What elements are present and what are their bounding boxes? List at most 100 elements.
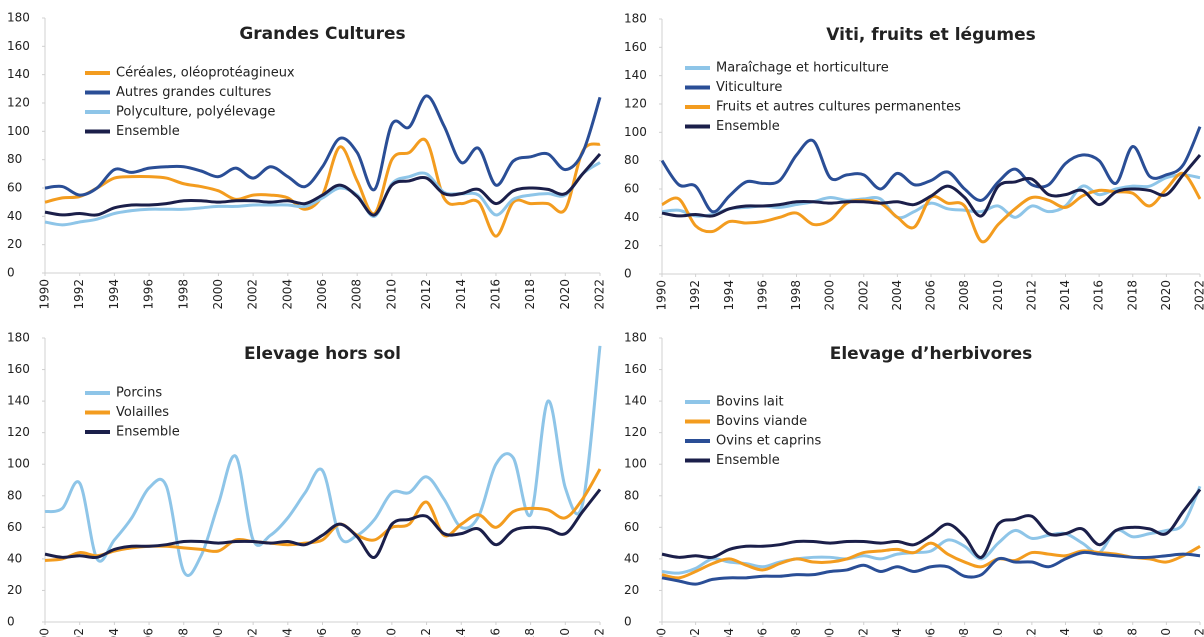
series-line [44, 137, 601, 238]
x-tick-label: 1994 [722, 280, 736, 311]
legend-label: Ensemble [716, 119, 780, 134]
x-tick-label: 1998 [176, 628, 190, 637]
x-tick-label: 2000 [211, 279, 225, 310]
y-tick-label: 120 [624, 425, 647, 439]
legend-label: Polyculture, polyélevage [116, 105, 275, 120]
x-tick-label: 2008 [350, 628, 364, 637]
y-tick-label: 120 [7, 96, 30, 110]
x-tick-label: 2018 [523, 628, 537, 637]
x-tick-label: 2022 [1193, 628, 1204, 637]
y-tick-label: 0 [7, 266, 15, 280]
x-tick-label: 2014 [1058, 628, 1072, 637]
x-tick-label: 2006 [315, 628, 329, 637]
legend-label: Ensemble [716, 453, 780, 468]
x-tick-label: 2018 [1125, 628, 1139, 637]
y-tick-label: 180 [624, 331, 647, 345]
panel: 0 20 40 60 80 100 120 140 160 180 1990 1992 1994 1996… [624, 331, 1204, 637]
series-line [661, 541, 1201, 580]
x-tick-label: 1992 [72, 628, 86, 637]
x-tick-label: 2000 [823, 280, 837, 311]
legend-label: Céréales, oléoprotéagineux [116, 66, 295, 81]
x-tick-label: 2000 [823, 628, 837, 637]
y-tick-label: 120 [624, 97, 647, 111]
y-tick-label: 100 [624, 457, 647, 471]
x-tick-label: 2006 [924, 280, 938, 311]
series-line [661, 488, 1202, 560]
x-tick-label: 2016 [488, 279, 502, 310]
y-tick-label: 100 [7, 124, 30, 138]
legend-label: Ovins et caprins [716, 434, 821, 449]
legend-label: Volailles [116, 405, 169, 420]
x-tick-label: 2008 [957, 280, 971, 311]
y-tick-label: 40 [7, 551, 22, 565]
y-tick-label: 60 [624, 520, 639, 534]
y-tick-label: 60 [624, 182, 639, 196]
y-tick-label: 80 [7, 488, 22, 502]
y-tick-label: 140 [624, 394, 647, 408]
chart-title: Viti, fruits et légumes [826, 25, 1035, 45]
x-tick-label: 1994 [107, 279, 121, 310]
x-tick-label: 2002 [856, 280, 870, 311]
x-tick-label: 2012 [419, 279, 433, 310]
legend-label: Bovins viande [716, 414, 807, 429]
x-tick-label: 2020 [558, 279, 572, 310]
y-tick-label: 60 [7, 181, 22, 195]
y-tick-label: 0 [624, 615, 632, 629]
x-tick-label: 2002 [246, 628, 260, 637]
x-tick-label: 1990 [655, 628, 669, 637]
x-tick-label: 2012 [1024, 628, 1038, 637]
x-tick-label: 2010 [991, 280, 1005, 311]
legend-label: Fruits et autres cultures permanentes [716, 100, 961, 115]
x-tick-label: 2004 [280, 279, 294, 310]
panel: 0 20 40 60 80 100 120 140 160 180 1990 1992 1994 1996… [7, 331, 607, 637]
y-tick-label: 80 [624, 153, 639, 167]
x-tick-label: 2002 [246, 279, 260, 310]
x-tick-label: 2014 [454, 279, 468, 310]
y-tick-label: 180 [7, 331, 30, 345]
y-tick-label: 40 [7, 209, 22, 223]
x-tick-label: 2008 [350, 279, 364, 310]
x-tick-label: 2020 [1159, 628, 1173, 637]
y-tick-label: 40 [624, 551, 639, 565]
x-tick-label: 2016 [1092, 280, 1106, 311]
x-tick-label: 1990 [38, 279, 52, 310]
y-tick-label: 160 [7, 362, 30, 376]
panel: 0 20 40 60 80 100 120 140 160 180 1990 1992 1994 1996… [7, 11, 607, 310]
x-tick-label: 2006 [315, 279, 329, 310]
x-tick-label: 2010 [384, 279, 398, 310]
y-tick-label: 180 [7, 11, 30, 25]
y-tick-label: 80 [7, 152, 22, 166]
y-tick-label: 20 [624, 238, 639, 252]
x-tick-label: 1992 [688, 628, 702, 637]
x-tick-label: 2004 [890, 628, 904, 637]
y-tick-label: 140 [7, 67, 30, 81]
x-tick-label: 2020 [558, 628, 572, 637]
x-tick-label: 2014 [454, 628, 468, 637]
x-tick-label: 2020 [1159, 280, 1173, 311]
x-tick-label: 1998 [789, 280, 803, 311]
x-tick-label: 1996 [142, 279, 156, 310]
y-tick-label: 140 [7, 394, 30, 408]
series-line [44, 345, 602, 578]
series-line [661, 154, 1202, 218]
y-tick-label: 160 [624, 40, 647, 54]
legend-label: Viticulture [716, 80, 782, 95]
x-tick-label: 1998 [176, 279, 190, 310]
x-tick-label: 1992 [72, 279, 86, 310]
x-tick-label: 2022 [593, 279, 607, 310]
x-tick-label: 2022 [1193, 280, 1204, 311]
panel: 0 20 40 60 80 100 120 140 160 180 1990 1992 1994 1996… [624, 12, 1204, 311]
y-tick-label: 0 [624, 267, 632, 281]
x-tick-label: 1994 [722, 628, 736, 637]
series-line [660, 126, 1202, 214]
legend-label: Maraîchage et horticulture [716, 61, 889, 76]
x-tick-label: 2012 [1024, 280, 1038, 311]
x-tick-label: 2018 [523, 279, 537, 310]
x-tick-label: 2010 [384, 628, 398, 637]
x-tick-label: 2014 [1058, 280, 1072, 311]
chart-title: Elevage hors sol [244, 344, 401, 364]
y-tick-label: 40 [624, 210, 639, 224]
x-tick-label: 1990 [655, 280, 669, 311]
legend-label: Bovins lait [716, 395, 784, 410]
x-tick-label: 1994 [107, 628, 121, 637]
